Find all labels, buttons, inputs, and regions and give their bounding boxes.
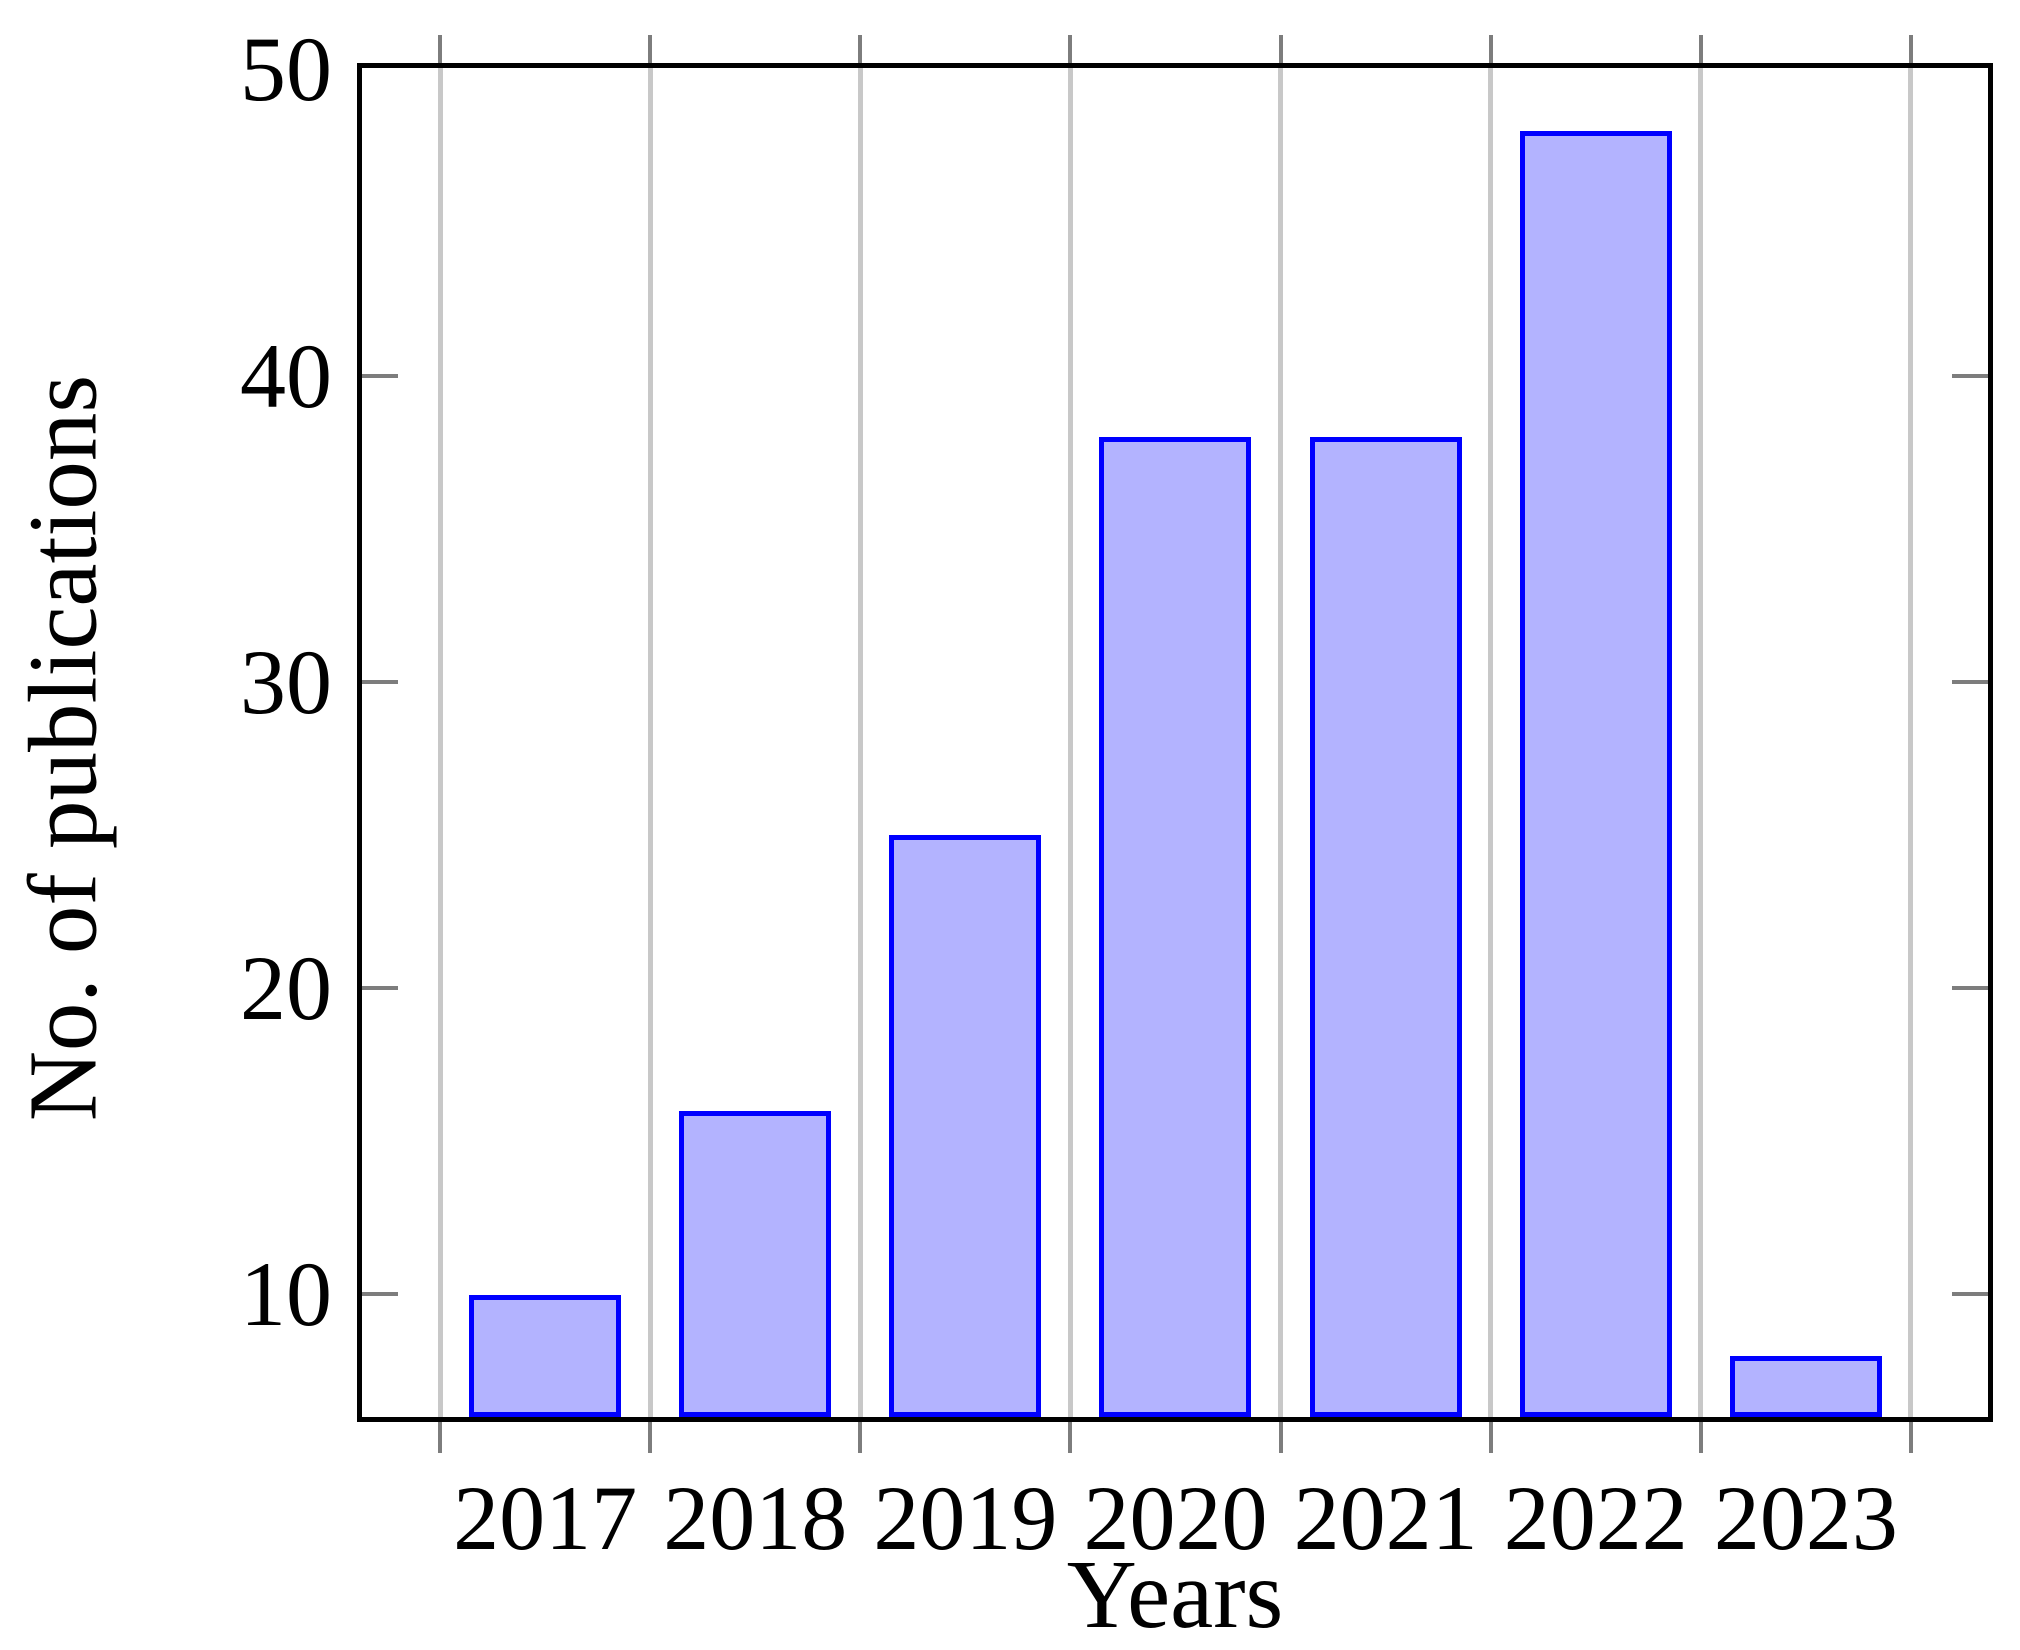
grid-line (1908, 68, 1914, 1417)
y-tick-mark-right (1952, 679, 1988, 684)
x-tick-label-2020: 2020 (1083, 1467, 1268, 1569)
x-tick-mark-bottom (438, 1417, 442, 1453)
plot-area (362, 35, 1988, 1453)
x-tick-label-2022: 2022 (1503, 1467, 1688, 1569)
y-tick-mark-right (1952, 986, 1988, 991)
x-tick-mark-top (1278, 35, 1283, 68)
grid-line (1067, 68, 1073, 1417)
x-axis-title: Years (1066, 1541, 1284, 1648)
bar-2021 (1309, 436, 1462, 1417)
bar-2020 (1099, 436, 1252, 1417)
x-tick-label-2017: 2017 (453, 1467, 638, 1569)
x-tick-mark-top (1698, 35, 1703, 68)
grid-line (857, 68, 863, 1417)
x-tick-label-2019: 2019 (873, 1467, 1058, 1569)
x-tick-mark-bottom (1488, 1417, 1493, 1453)
grid-line (1278, 68, 1284, 1417)
x-tick-label-2021: 2021 (1293, 1467, 1478, 1569)
x-tick-mark-bottom (858, 1417, 863, 1453)
y-axis-title: No. of publications (9, 374, 117, 1122)
y-tick-label-40: 40 (240, 324, 332, 427)
y-tick-label-10: 10 (240, 1243, 332, 1346)
grid-line (1488, 68, 1494, 1417)
x-tick-mark-top (858, 35, 863, 68)
y-tick-mark-left (362, 1292, 398, 1297)
bar-2019 (889, 835, 1042, 1417)
bar-2017 (469, 1294, 622, 1417)
y-tick-mark-left (362, 679, 398, 684)
x-tick-mark-bottom (1908, 1417, 1913, 1453)
grid-line (437, 68, 443, 1417)
x-tick-mark-top (1488, 35, 1493, 68)
y-tick-mark-left (362, 373, 398, 378)
x-tick-mark-bottom (1698, 1417, 1703, 1453)
x-tick-mark-top (438, 35, 442, 68)
bar-2022 (1519, 130, 1672, 1417)
x-tick-mark-top (648, 35, 653, 68)
x-tick-mark-top (1908, 35, 1913, 68)
y-tick-label-30: 30 (240, 630, 332, 733)
x-tick-mark-bottom (1278, 1417, 1283, 1453)
y-tick-mark-left (362, 986, 398, 991)
y-tick-label-50: 50 (240, 18, 332, 121)
x-tick-label-2023: 2023 (1713, 1467, 1898, 1569)
y-tick-mark-right (1952, 373, 1988, 378)
x-tick-label-2018: 2018 (663, 1467, 848, 1569)
x-tick-mark-bottom (1068, 1417, 1073, 1453)
bar-2023 (1729, 1355, 1882, 1417)
y-tick-mark-right (1952, 1292, 1988, 1297)
x-tick-mark-top (1068, 35, 1073, 68)
y-tick-label-20: 20 (240, 937, 332, 1040)
grid-line (647, 68, 653, 1417)
x-tick-mark-bottom (648, 1417, 653, 1453)
bar-2018 (679, 1110, 832, 1417)
grid-line (1698, 68, 1704, 1417)
